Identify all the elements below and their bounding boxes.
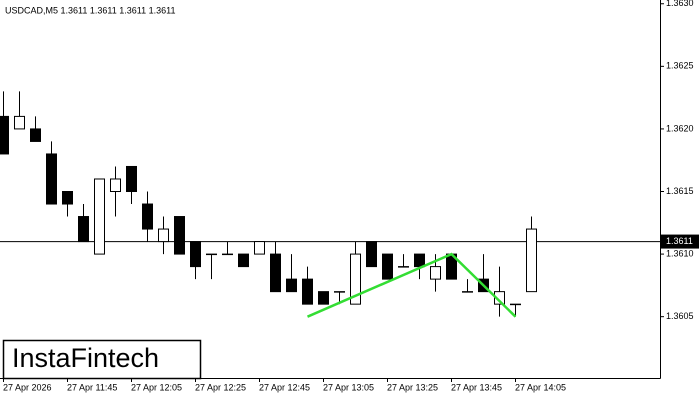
candle-body-up	[110, 178, 121, 193]
price-label-box	[661, 234, 699, 249]
candle-body-up	[14, 115, 25, 130]
candle-body-down	[382, 253, 393, 280]
candle-body-down	[318, 291, 329, 305]
y-tick-label: 1.3620	[666, 123, 694, 133]
candle-body-up	[334, 291, 345, 293]
logo-box	[2, 339, 202, 380]
y-tick-label: 1.3605	[666, 311, 694, 321]
candle-body-up	[94, 178, 105, 255]
candle-body-down	[238, 253, 249, 268]
x-tick-label: 27 Apr 2026	[3, 382, 52, 392]
x-tick-label: 27 Apr 12:25	[195, 382, 246, 392]
candle-body-down	[190, 241, 201, 268]
y-tick-label: 1.3630	[666, 0, 694, 8]
y-tick-label: 1.3615	[666, 186, 694, 196]
x-tick-label: 27 Apr 13:45	[451, 382, 502, 392]
candle-body-up	[254, 241, 265, 255]
candle-body-down	[174, 216, 185, 255]
candle-body-down	[286, 278, 297, 293]
candle-body-down	[0, 115, 9, 155]
chart-header: USDCAD,M5 1.3611 1.3611 1.3611 1.3611	[5, 5, 175, 15]
x-tick-label: 27 Apr 13:05	[323, 382, 374, 392]
y-tick-label: 1.3610	[666, 248, 694, 258]
x-tick-label: 27 Apr 11:45	[67, 382, 117, 392]
x-tick-label: 27 Apr 13:25	[387, 382, 438, 392]
candle-body-up	[158, 228, 169, 243]
candle-body-up	[462, 291, 473, 293]
candle-body-down	[270, 253, 281, 293]
x-tick-label: 27 Apr 12:45	[259, 382, 310, 392]
candle-body-up	[510, 303, 521, 306]
candle-body-down	[414, 253, 425, 268]
candle-body-up	[494, 291, 505, 305]
candle-body-up	[206, 253, 217, 256]
candle-body-up	[430, 266, 441, 280]
candle-body-down	[302, 278, 313, 305]
candle-body-down	[62, 191, 73, 205]
candle-body-up	[222, 253, 233, 256]
candle-body-down	[78, 216, 89, 243]
candle-body-down	[366, 241, 377, 268]
candle-body-up	[350, 253, 361, 305]
pattern-line	[307, 252, 517, 318]
candle-body-down	[126, 165, 137, 193]
price-label: 1.3611	[666, 236, 693, 246]
candle-body-up	[398, 266, 409, 268]
y-tick-label: 1.3625	[666, 61, 694, 71]
candle-body-up	[526, 228, 537, 293]
candle-body-down	[30, 128, 41, 142]
candle-body-down	[46, 153, 57, 205]
x-tick-label: 27 Apr 12:05	[131, 382, 182, 392]
x-tick-label: 27 Apr 14:05	[515, 382, 566, 392]
logo: InstaFintech	[12, 343, 159, 373]
candle-body-down	[142, 203, 153, 230]
